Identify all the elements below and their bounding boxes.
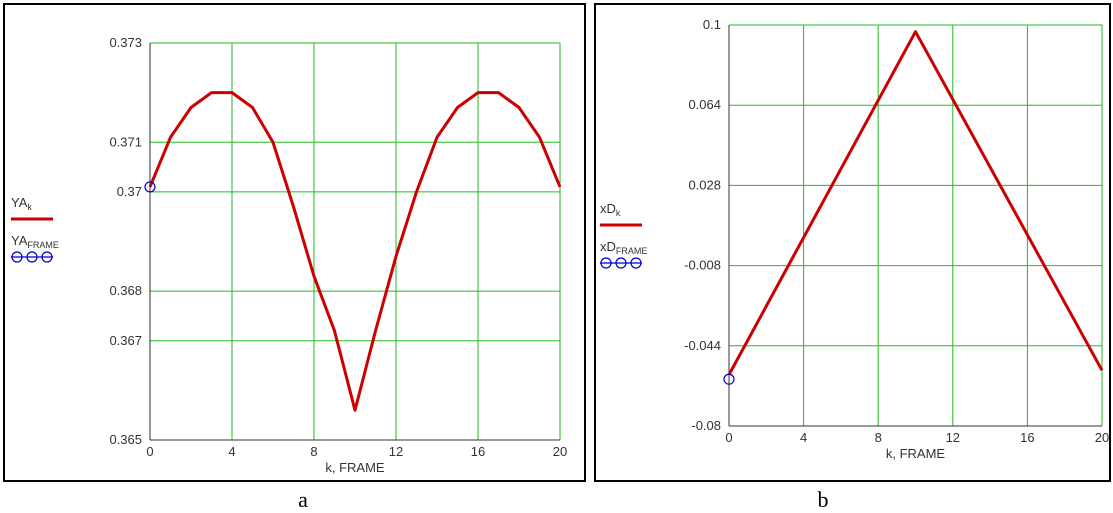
y-tick-label: 0.064 [688,97,721,112]
x-tick-label: 4 [800,430,807,445]
y-tick-label: 0.373 [109,35,142,50]
data-point-frame [144,181,156,193]
legend-swatch-circle [630,257,642,269]
x-axis-label: k, FRAME [325,460,385,475]
legend-swatch-circle [26,251,38,263]
y-tick-label: -0.008 [684,258,721,273]
legend-label: YAk [11,195,32,212]
y-tick-label: 0.37 [117,184,142,199]
chart-a-svg: 0 4 8 12 16 20 0.365 0.367 0.368 0.37 0.371 0.373 k,… [11,35,567,475]
legend-swatch-circle [615,257,627,269]
x-tick-label: 12 [946,430,960,445]
y-tick-label: 0.368 [109,283,142,298]
series-line [727,30,1104,376]
y-tick-label: 0.028 [688,177,721,192]
legend-swatch-circle [11,251,23,263]
caption-b: b [817,487,829,512]
caption-a: a [298,487,308,512]
y-tick-label: 0.371 [109,134,142,149]
x-tick-label: 20 [553,444,567,459]
y-tick-label: 0.1 [703,17,721,32]
legend-swatch-circle [600,257,612,269]
x-tick-label: 8 [875,430,882,445]
x-tick-label: 0 [725,430,732,445]
legend-swatch-circle [41,251,53,263]
data-point-frame [723,373,735,385]
legend-label: xDFRAME [600,239,647,256]
y-tick-label: -0.044 [684,338,721,353]
x-tick-label: 4 [228,444,235,459]
y-tick-label: 0.365 [109,432,142,447]
legend-label: YAFRAME [11,233,59,250]
x-tick-label: 20 [1095,430,1109,445]
x-tick-label: 16 [471,444,485,459]
y-tick-label: 0.367 [109,333,142,348]
x-axis-label: k, FRAME [886,446,946,461]
legend-label: xDk [600,201,621,218]
chart-panel-a: 0 4 8 12 16 20 0.365 0.367 0.368 0.37 0.371 0.373 k,… [3,3,586,482]
chart-panel-b: 0 4 8 12 16 20 -0.08 -0.044 -0.008 0.028 0.064 0.1 k… [594,3,1111,482]
y-tick-label: -0.08 [691,418,721,433]
series-line [148,91,562,412]
chart-b-svg: 0 4 8 12 16 20 -0.08 -0.044 -0.008 0.028 0.064 0.1 k… [600,17,1109,461]
x-tick-label: 12 [389,444,403,459]
x-tick-label: 0 [146,444,153,459]
x-tick-label: 16 [1020,430,1034,445]
x-tick-label: 8 [310,444,317,459]
